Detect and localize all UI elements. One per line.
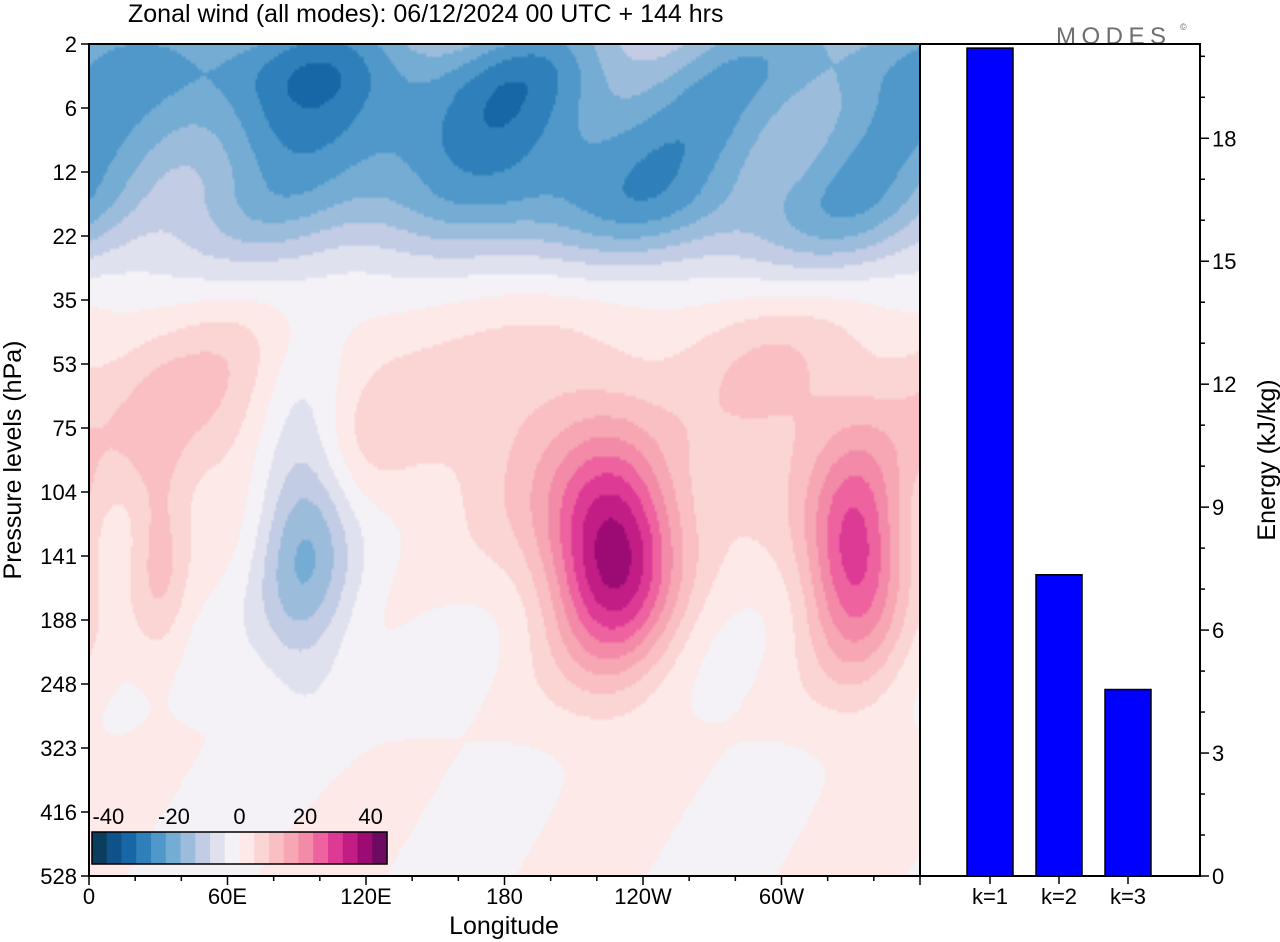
heatmap-field <box>89 44 920 876</box>
bar-y-tick-label: 9 <box>1212 495 1224 520</box>
colorbar-label: 40 <box>358 804 382 829</box>
y-tick-label: 141 <box>40 544 77 569</box>
colorbar: -40 -20 0 20 40 <box>91 804 388 865</box>
bar-1 <box>966 47 1014 877</box>
colorbar-frame <box>91 831 388 865</box>
x-tick-label: 120W <box>614 884 672 909</box>
colorbar-label: 20 <box>293 804 317 829</box>
bar-2 <box>1035 574 1083 877</box>
colorbar-swatch <box>224 832 241 864</box>
y-tick-label: 528 <box>40 864 77 889</box>
y-tick-label: 323 <box>40 736 77 761</box>
heatmap-panel: 2 6 12 22 35 53 75 104 141 188 248 323 416 528 0 60E 12… <box>0 32 921 940</box>
colorbar-swatch <box>180 832 196 864</box>
y-tick-label: 416 <box>40 800 77 825</box>
colorbar-swatch <box>239 832 255 864</box>
bar-panel: k=1 k=2 k=3 0 3 6 9 12 15 18 Energy (kJ/kg) <box>919 43 1280 909</box>
colorbar-swatch <box>92 832 108 864</box>
bar-category-label: k=2 <box>1041 884 1077 909</box>
x-tick-label: 60W <box>759 884 804 909</box>
bar-3 <box>1104 688 1152 877</box>
colorbar-swatch <box>283 832 300 864</box>
colorbar-swatch <box>106 832 123 864</box>
bar-category-label: k=1 <box>972 884 1008 909</box>
y-tick-label: 6 <box>65 96 77 121</box>
bar-y-tick-label: 6 <box>1212 618 1224 643</box>
bar-y-tick-label: 3 <box>1212 741 1224 766</box>
y-tick-label: 35 <box>53 288 77 313</box>
bar-y-tick-label: 15 <box>1212 249 1236 274</box>
colorbar-swatch <box>313 832 329 864</box>
x-tick-label: 120E <box>340 884 391 909</box>
y-tick-label: 188 <box>40 608 77 633</box>
bar-category-label: k=3 <box>1110 884 1146 909</box>
bar-ylabel: Energy (kJ/kg) <box>1253 379 1280 540</box>
colorbar-swatch <box>151 832 167 864</box>
y-tick-label: 104 <box>40 480 77 505</box>
y-tick-label: 12 <box>53 160 77 185</box>
heatmap-xlabel: Longitude <box>449 912 559 940</box>
colorbar-swatch <box>121 832 137 864</box>
heatmap-ylabel: Pressure levels (hPa) <box>0 341 27 580</box>
y-tick-label: 248 <box>40 672 77 697</box>
colorbar-swatch <box>165 832 182 864</box>
colorbar-label: -20 <box>158 804 190 829</box>
colorbar-swatch <box>328 832 344 864</box>
bar-y-tick-label: 18 <box>1212 126 1236 151</box>
colorbar-swatch <box>254 832 270 864</box>
x-tick-label: 60E <box>208 884 247 909</box>
colorbar-label: 0 <box>233 804 245 829</box>
y-tick-label: 75 <box>53 416 77 441</box>
colorbar-swatch <box>298 832 314 864</box>
colorbar-swatch <box>136 832 152 864</box>
y-tick-label: 2 <box>65 32 77 57</box>
x-tick-label: 0 <box>83 884 95 909</box>
chart-title: Zonal wind (all modes): 06/12/2024 00 UT… <box>128 0 723 28</box>
bar-y-tick-label: 0 <box>1212 864 1224 889</box>
svg-text:©: © <box>1180 22 1187 32</box>
colorbar-swatch <box>342 832 359 864</box>
colorbar-swatch <box>372 832 388 864</box>
colorbar-swatch <box>269 832 285 864</box>
bar-y-tick-label: 12 <box>1212 372 1236 397</box>
y-tick-label: 53 <box>53 352 77 377</box>
x-tick-label: 180 <box>486 884 523 909</box>
colorbar-swatch <box>357 832 373 864</box>
colorbar-swatch <box>210 832 226 864</box>
colorbar-swatch <box>195 832 211 864</box>
y-tick-label: 22 <box>53 224 77 249</box>
colorbar-label: -40 <box>92 804 124 829</box>
